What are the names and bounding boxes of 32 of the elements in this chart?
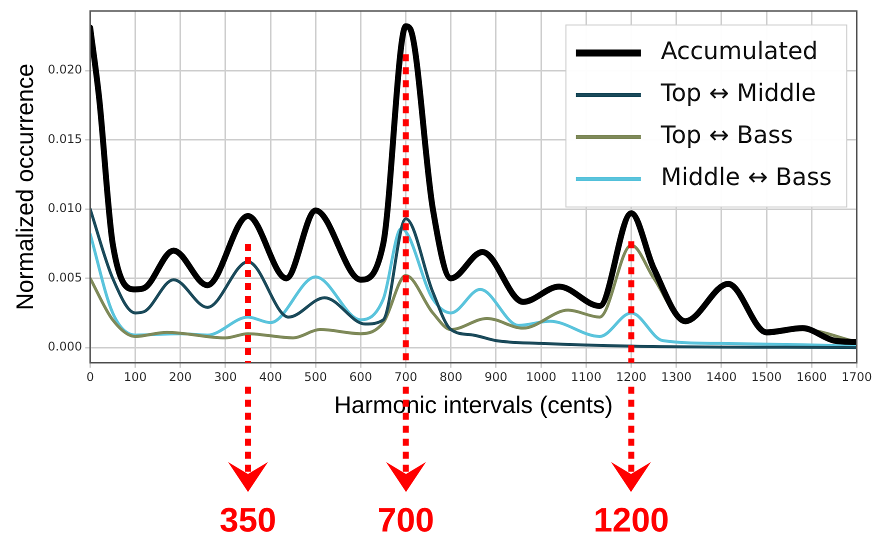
- y-tick-label: 0.010: [48, 201, 82, 216]
- x-tick-label: 1700: [841, 370, 872, 384]
- x-tick-label: 500: [304, 370, 328, 384]
- y-tick-label: 0.005: [48, 270, 82, 284]
- x-tick-label: 600: [349, 370, 372, 384]
- y-tick-label: 0.000: [48, 340, 82, 354]
- x-tick-label: 800: [439, 370, 462, 384]
- x-tick-label: 300: [214, 370, 237, 384]
- legend-label: Accumulated: [660, 37, 818, 66]
- x-axis-title: Harmonic intervals (cents): [334, 392, 613, 420]
- x-tick-label: 200: [168, 370, 192, 384]
- y-tick-label: 0.020: [48, 62, 82, 77]
- ref-line-label: 1200: [593, 501, 670, 540]
- x-tick-label: 1500: [751, 370, 782, 384]
- x-tick-label: 700: [394, 370, 418, 384]
- legend-label: Top ↔ Middle: [660, 79, 816, 108]
- x-tick-label: 1000: [526, 370, 556, 384]
- x-tick-label: 900: [484, 370, 508, 384]
- x-tick-label: 1600: [796, 370, 827, 384]
- ref-line-label: 700: [377, 501, 434, 540]
- y-axis-title: Normalized occurrence: [12, 64, 40, 310]
- x-tick-label: 1300: [661, 370, 692, 384]
- x-tick-label: 1100: [570, 370, 602, 384]
- x-tick-label: 1400: [706, 370, 737, 384]
- x-tick-label: 100: [124, 370, 147, 384]
- x-tick-label: 0: [86, 370, 94, 384]
- x-tick-label: 400: [259, 370, 282, 384]
- legend-label: Top ↔ Bass: [660, 121, 793, 150]
- legend-label: Middle ↔ Bass: [660, 163, 832, 192]
- x-tick-label: 1200: [616, 370, 647, 384]
- ref-line-label: 350: [220, 501, 276, 540]
- y-tick-label: 0.015: [48, 132, 82, 146]
